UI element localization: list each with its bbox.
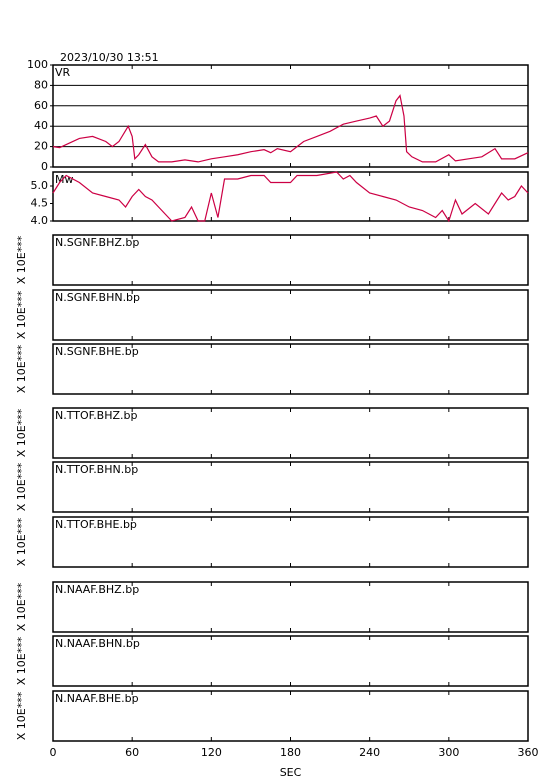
- y-axis-label: X 10E***: [15, 462, 28, 511]
- panel-label: N.NAAF.BHN.bp: [55, 637, 140, 650]
- panel-label: N.NAAF.BHZ.bp: [55, 583, 139, 596]
- y-tick-label: 40: [34, 119, 48, 132]
- y-tick-label: 5.0: [31, 179, 49, 192]
- y-tick-label: 60: [34, 99, 48, 112]
- panel-label: VR: [55, 66, 71, 79]
- y-axis-label: X 10E***: [15, 344, 28, 393]
- y-axis-label: X 10E***: [15, 582, 28, 631]
- panel-label: N.SGNF.BHE.bp: [55, 345, 139, 358]
- x-tick-label: 300: [438, 746, 459, 759]
- x-tick-label: 240: [359, 746, 380, 759]
- y-tick-label: 20: [34, 140, 48, 153]
- y-axis-label: X 10E***: [15, 235, 28, 284]
- panel-label: N.TTOF.BHN.bp: [55, 463, 138, 476]
- panel-frame: [52, 171, 529, 222]
- y-axis-label: X 10E***: [15, 290, 28, 339]
- x-tick-label: 0: [50, 746, 57, 759]
- panel-label: N.SGNF.BHN.bp: [55, 291, 140, 304]
- panel-label: Mw: [55, 173, 74, 186]
- y-tick-label: 80: [34, 78, 48, 91]
- x-axis-label: SEC: [280, 766, 302, 779]
- x-tick-label: 180: [280, 746, 301, 759]
- panel-label: N.SGNF.BHZ.bp: [55, 236, 139, 249]
- y-tick-label: 0: [41, 160, 48, 173]
- x-tick-label: 120: [201, 746, 222, 759]
- data-line: [52, 171, 529, 223]
- data-line: [52, 94, 529, 163]
- y-axis-label: X 10E***: [15, 691, 28, 740]
- y-axis-label: X 10E***: [15, 636, 28, 685]
- panel-label: N.TTOF.BHZ.bp: [55, 409, 138, 422]
- x-tick-label: 360: [518, 746, 539, 759]
- x-tick-label: 60: [125, 746, 139, 759]
- y-axis-label: X 10E***: [15, 517, 28, 566]
- timestamp: 2023/10/30 13:51: [60, 51, 159, 64]
- panel-label: N.TTOF.BHE.bp: [55, 518, 137, 531]
- panel-label: N.NAAF.BHE.bp: [55, 692, 139, 705]
- y-axis-label: X 10E***: [15, 408, 28, 457]
- y-tick-label: 100: [27, 58, 48, 71]
- y-tick-label: 4.5: [31, 197, 49, 210]
- y-tick-label: 4.0: [31, 214, 49, 227]
